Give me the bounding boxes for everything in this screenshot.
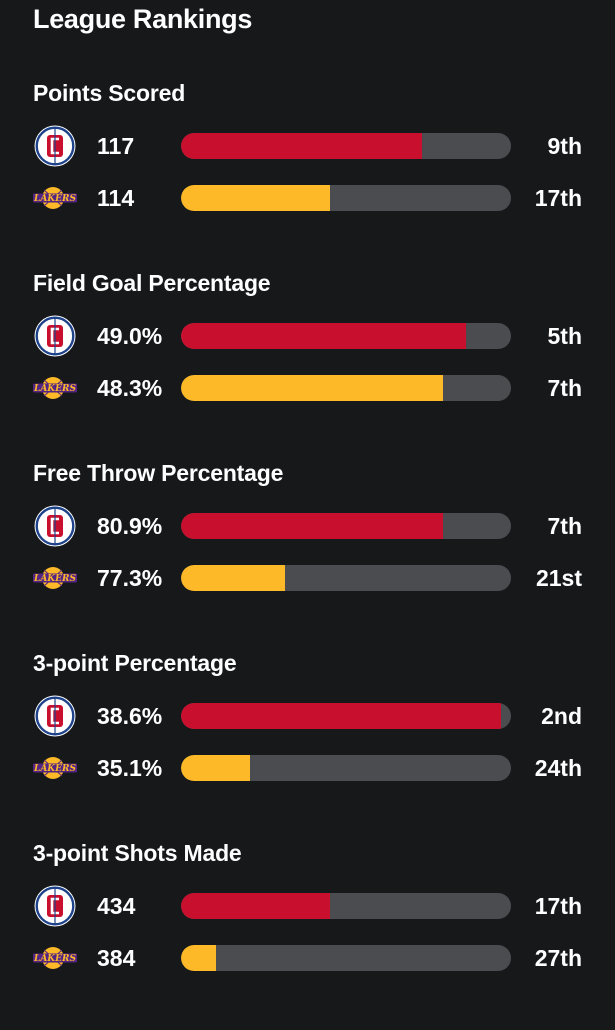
clippers-logo-icon [34,505,76,547]
ranking-bar-fill [181,893,330,919]
team-stat-row: 49.0% 5th [0,314,615,358]
league-rank: 24th [534,755,582,781]
stat-value: 117 [97,133,135,159]
league-rank: 9th [547,133,583,159]
stat-value: 49.0% [97,323,163,349]
stat-section: Free Throw Percentage 80.9% 7th LAKERS 7… [0,460,615,650]
clippers-logo-icon [34,885,76,927]
clippers-logo-icon [34,695,76,737]
svg-text:LAKERS: LAKERS [33,384,76,394]
league-rank: 17th [534,185,582,211]
team-stat-row: LAKERS 384 27th [0,936,615,980]
ranking-bar-fill [181,945,216,971]
ranking-bar [181,703,511,729]
stat-value: 434 [97,893,136,919]
ranking-bar [181,755,511,781]
lakers-logo-icon: LAKERS [33,187,77,209]
section-title: Free Throw Percentage [33,460,284,486]
team-stat-row: 434 17th [0,884,615,928]
section-title: 3-point Percentage [33,650,237,676]
ranking-bar [181,513,511,539]
stat-value: 114 [97,185,135,211]
team-stat-row: 80.9% 7th [0,504,615,548]
page-title: League Rankings [33,4,253,34]
section-title: Points Scored [33,80,186,106]
league-rank: 7th [547,513,583,539]
team-stat-row: 117 9th [0,124,615,168]
section-title: 3-point Shots Made [33,840,242,866]
ranking-bar [181,375,511,401]
ranking-bar-fill [181,185,330,211]
league-rank: 21st [535,565,582,591]
stat-value: 80.9% [97,513,163,539]
stat-section: Field Goal Percentage 49.0% 5th LAKERS 4… [0,270,615,460]
ranking-bar [181,945,511,971]
lakers-logo-icon: LAKERS [33,567,77,589]
team-stat-row: LAKERS 77.3% 21st [0,556,615,600]
stat-value: 35.1% [97,755,163,781]
ranking-bar [181,565,511,591]
stat-value: 384 [97,945,136,971]
ranking-bar [181,185,511,211]
ranking-bar-fill [181,755,250,781]
ranking-bar-fill [181,513,443,539]
stat-section: 3-point Percentage 38.6% 2nd LAKERS 35.1… [0,650,615,840]
stat-value: 38.6% [97,703,163,729]
league-rank: 27th [534,945,582,971]
section-title: Field Goal Percentage [33,270,271,296]
league-rank: 17th [534,893,582,919]
lakers-logo-icon: LAKERS [33,757,77,779]
stat-section: Points Scored 117 9th LAKERS 114 17th [0,80,615,270]
league-rank: 2nd [541,703,582,729]
stat-value: 77.3% [97,565,163,591]
clippers-logo-icon [34,315,76,357]
clippers-logo-icon [34,125,76,167]
svg-text:LAKERS: LAKERS [33,764,76,774]
svg-text:LAKERS: LAKERS [33,194,76,204]
svg-text:LAKERS: LAKERS [33,574,76,584]
stat-section: 3-point Shots Made 434 17th LAKERS 384 2… [0,840,615,1030]
lakers-logo-icon: LAKERS [33,377,77,399]
lakers-logo-icon: LAKERS [33,947,77,969]
ranking-bar [181,133,511,159]
ranking-bar-fill [181,375,443,401]
ranking-bar-fill [181,323,466,349]
league-rank: 5th [547,323,583,349]
stat-value: 48.3% [97,375,163,401]
ranking-bar-fill [181,565,285,591]
team-stat-row: LAKERS 35.1% 24th [0,746,615,790]
ranking-bar [181,893,511,919]
team-stat-row: 38.6% 2nd [0,694,615,738]
ranking-bar-fill [181,133,422,159]
ranking-bar-fill [181,703,501,729]
ranking-bar [181,323,511,349]
league-rank: 7th [547,375,583,401]
team-stat-row: LAKERS 48.3% 7th [0,366,615,410]
team-stat-row: LAKERS 114 17th [0,176,615,220]
svg-text:LAKERS: LAKERS [33,954,76,964]
